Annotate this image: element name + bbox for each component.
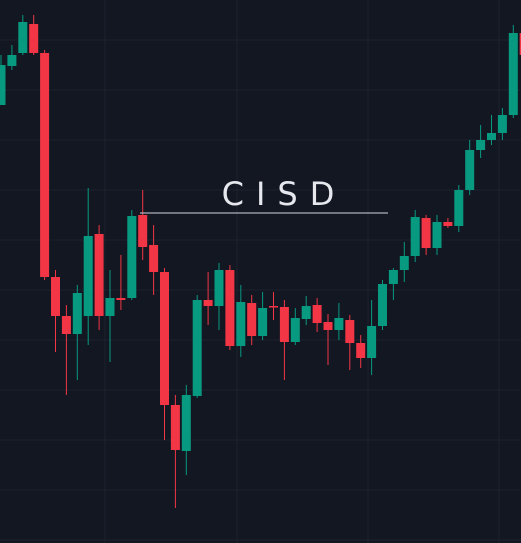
candle-body [192, 300, 202, 396]
candle-body [465, 150, 475, 190]
annotation-text: CISD [222, 175, 347, 213]
candle-body [18, 22, 28, 53]
candle-body [225, 270, 235, 346]
candle-body [487, 133, 496, 140]
candle-body [247, 303, 257, 336]
candle-body [323, 322, 333, 330]
candle-body [51, 277, 60, 316]
candle-body [0, 65, 6, 105]
candle-body [105, 298, 115, 316]
candle-body [170, 405, 180, 450]
annotation: CISD [140, 175, 388, 214]
candle-body [345, 320, 355, 343]
candle-body [443, 222, 453, 226]
candle-body [258, 308, 268, 336]
candle-body [94, 234, 104, 316]
candle-body [378, 284, 387, 326]
candle-body [160, 272, 169, 405]
candle-body [214, 270, 224, 306]
candle-body [312, 305, 322, 323]
candle-body [301, 306, 311, 319]
candle-body [72, 293, 82, 334]
candle-body [421, 218, 431, 248]
candle-body [410, 217, 420, 256]
candle-body [399, 256, 409, 270]
candle-body [203, 300, 213, 306]
candle-body [29, 24, 39, 53]
candle-body [334, 318, 344, 330]
candle-body [269, 306, 278, 308]
candle-body [279, 307, 289, 342]
candle-body [454, 190, 464, 226]
candle-body [116, 298, 126, 300]
candle-body [61, 316, 71, 334]
candle-body [519, 33, 521, 55]
candle-body [508, 33, 518, 115]
candle-body [290, 318, 300, 342]
candle-body [138, 215, 148, 247]
candles [0, 15, 521, 508]
candle-body [236, 302, 246, 346]
candle-body [7, 55, 17, 66]
candle-body [181, 395, 191, 451]
candle-body [40, 53, 50, 277]
candle-body [432, 222, 442, 248]
candle-body [388, 270, 398, 284]
candle-body [356, 343, 366, 358]
candle-body [497, 115, 507, 133]
candle-body [83, 236, 93, 316]
candle-body [476, 140, 486, 150]
candle-body [367, 326, 377, 358]
candle-body [127, 216, 137, 298]
candle-body [149, 245, 159, 272]
